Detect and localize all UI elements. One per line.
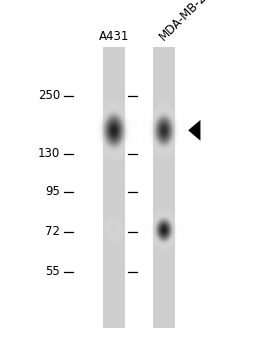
Text: 95: 95 <box>45 185 60 198</box>
Text: 130: 130 <box>38 147 60 160</box>
Bar <box>103 47 125 328</box>
Text: A431: A431 <box>99 30 129 43</box>
Text: 72: 72 <box>45 225 60 238</box>
Text: 250: 250 <box>38 89 60 102</box>
Text: MDA-MB-231: MDA-MB-231 <box>157 0 220 43</box>
Polygon shape <box>188 120 200 141</box>
Bar <box>153 47 175 328</box>
Text: 55: 55 <box>45 265 60 278</box>
